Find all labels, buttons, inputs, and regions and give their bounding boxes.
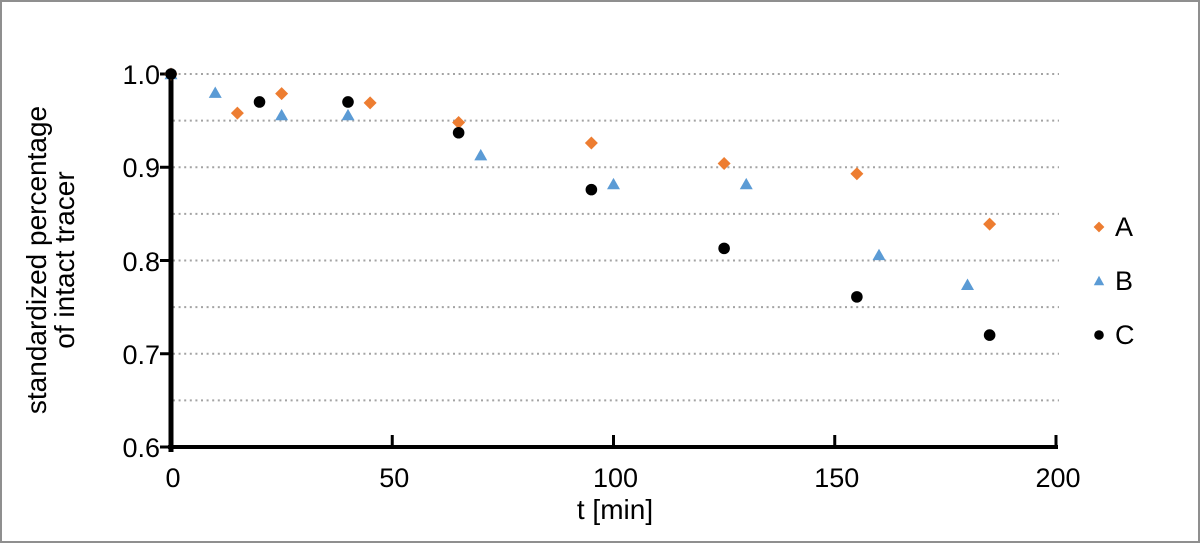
data-point-c bbox=[983, 329, 996, 341]
x-tick-label: 0 bbox=[165, 463, 181, 493]
data-point-b bbox=[208, 86, 222, 98]
y-tick-label: 0.6 bbox=[122, 433, 160, 463]
legend-label-a: A bbox=[1115, 212, 1134, 242]
data-point-b bbox=[961, 278, 974, 290]
data-point-c bbox=[165, 68, 177, 80]
circle-icon bbox=[1094, 330, 1104, 340]
data-point-a bbox=[983, 217, 997, 231]
legend-label-b: B bbox=[1115, 266, 1134, 296]
x-tick-label: 200 bbox=[1035, 463, 1081, 493]
data-point-a bbox=[584, 136, 598, 150]
data-point-c bbox=[452, 126, 465, 139]
data-point-a bbox=[717, 157, 731, 171]
legend-item-a: A bbox=[1090, 209, 1133, 245]
y-tick-label: 1.0 bbox=[122, 60, 160, 90]
data-point-b bbox=[275, 108, 289, 121]
data-point-c bbox=[585, 183, 598, 196]
legend-item-b: B bbox=[1090, 263, 1133, 299]
x-tick-label: 100 bbox=[592, 463, 639, 493]
data-point-c bbox=[253, 96, 266, 108]
data-point-c bbox=[342, 96, 354, 108]
data-point-b bbox=[739, 177, 753, 190]
legend-item-c: C bbox=[1090, 317, 1135, 353]
data-point-b bbox=[872, 248, 886, 261]
data-point-a bbox=[363, 96, 377, 110]
data-point-b bbox=[341, 108, 355, 121]
data-point-b bbox=[474, 148, 488, 161]
data-point-a bbox=[850, 167, 864, 181]
y-tick-label: 0.8 bbox=[122, 246, 160, 277]
y-tick-label: 0.9 bbox=[122, 153, 160, 184]
x-axis-title: t [min] bbox=[576, 494, 654, 525]
diamond-icon bbox=[1093, 221, 1105, 233]
y-tick-label: 0.7 bbox=[122, 339, 160, 370]
y-axis-title-line1: standardized percentage bbox=[21, 105, 52, 415]
legend-label-c: C bbox=[1115, 320, 1135, 350]
data-point-a bbox=[452, 115, 466, 129]
data-point-c bbox=[718, 242, 730, 255]
x-tick-label: 150 bbox=[814, 463, 860, 493]
triangle-icon bbox=[1093, 275, 1105, 286]
data-point-a bbox=[230, 106, 244, 120]
data-point-a bbox=[275, 87, 289, 101]
data-point-c bbox=[851, 291, 863, 303]
x-tick-label: 50 bbox=[379, 463, 410, 493]
data-point-b bbox=[607, 177, 620, 190]
